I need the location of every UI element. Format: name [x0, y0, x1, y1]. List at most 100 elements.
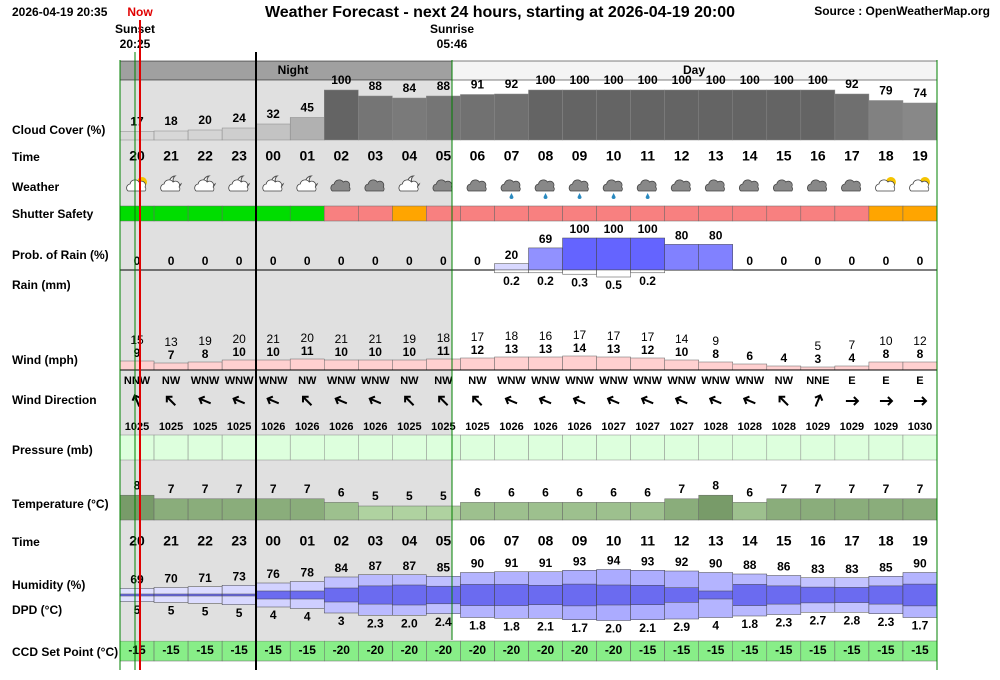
cloud-value: 88: [437, 79, 451, 93]
temperature-value: 7: [270, 482, 277, 496]
arrow-shape: [814, 394, 824, 407]
wind-speed: 10: [369, 345, 383, 359]
wind-speed: 8: [917, 347, 924, 361]
cloud-value: 100: [536, 73, 556, 87]
wind-speed: 13: [539, 342, 553, 356]
wind-direction: NNW: [124, 375, 151, 387]
wind-speed: 11: [437, 344, 450, 358]
prob-rain-value: 80: [675, 229, 689, 243]
wind-direction: WNW: [361, 375, 390, 387]
dpd-value: 1.7: [912, 619, 929, 633]
hour: 13: [708, 148, 724, 164]
ccd-value: -15: [673, 643, 691, 657]
pressure-value: 1028: [772, 421, 796, 433]
weather-icon: [194, 175, 217, 192]
dpd-bar: [255, 590, 291, 600]
humidity-value: 76: [267, 567, 281, 581]
wind-speed: 14: [573, 341, 587, 355]
hour: 08: [538, 148, 554, 164]
cloud-bar: [494, 93, 529, 141]
humidity-value: 88: [743, 558, 757, 572]
humidity-value: 94: [607, 554, 621, 568]
pressure-cell: [528, 434, 563, 461]
temperature-value: 7: [849, 482, 856, 496]
hour: 10: [606, 533, 622, 549]
wind-bar: [324, 359, 359, 371]
prob-rain-value: 0: [440, 254, 447, 268]
prob-rain-value: 69: [539, 232, 553, 246]
humidity-value: 87: [369, 559, 383, 573]
rain-value: 0.2: [503, 274, 520, 288]
cloud-bar: [664, 89, 699, 141]
wind-direction: NW: [434, 375, 453, 387]
pressure-cell: [187, 434, 223, 461]
cloud: [262, 179, 283, 192]
shutter-cell: [221, 205, 257, 222]
wind-arrow: [778, 395, 789, 406]
prob-rain-bar: [698, 244, 733, 271]
humidity-value: 73: [232, 569, 246, 583]
prob-rain-value: 0: [849, 254, 856, 268]
rain-drop: [543, 193, 548, 199]
humidity-value: 71: [198, 571, 212, 585]
temperature-value: 6: [338, 486, 345, 500]
rain-value: 0.2: [537, 274, 554, 288]
wind-direction: WNW: [667, 375, 696, 387]
dpd-value: 2.1: [639, 621, 656, 635]
temperature-bar: [255, 498, 291, 521]
humidity-value: 93: [641, 554, 655, 568]
wind-direction: WNW: [225, 375, 254, 387]
temperature-value: 8: [712, 478, 719, 492]
shutter-cell: [800, 205, 836, 222]
hour: 21: [163, 533, 179, 549]
cloud-value: 79: [879, 84, 893, 98]
hour: 19: [912, 148, 928, 164]
wind-direction: NNE: [806, 375, 829, 387]
dpd-value: 2.0: [401, 616, 418, 630]
wind-gust: 16: [539, 329, 553, 343]
cloud: [670, 179, 691, 192]
rain-value: 0.5: [605, 278, 622, 292]
wind-gust: 19: [403, 332, 417, 346]
temperature-bar: [358, 505, 393, 521]
cloud-bar: [392, 97, 427, 141]
temperature-value: 5: [372, 489, 379, 503]
hour: 20: [129, 148, 145, 164]
prob-rain-bar: [596, 237, 631, 271]
cloud: [296, 179, 317, 192]
shutter-cell: [562, 205, 597, 222]
pressure-value: 1025: [431, 421, 455, 433]
humidity-value: 93: [573, 554, 587, 568]
wind-gust: 21: [335, 332, 349, 346]
weather-icon: [807, 179, 828, 192]
dpd-value: 2.3: [775, 616, 792, 630]
hour: 07: [504, 148, 520, 164]
wind-arrow: [334, 395, 348, 405]
prob-rain-bar: [528, 247, 563, 271]
hour: 13: [708, 533, 724, 549]
wind-arrow: [606, 395, 620, 405]
pressure-value: 1027: [635, 421, 659, 433]
wind-speed: 10: [232, 345, 246, 359]
dpd-bar: [494, 584, 529, 606]
pressure-value: 1028: [738, 421, 762, 433]
wind-gust: 9: [712, 334, 719, 348]
dpd-bar: [221, 593, 257, 597]
wind-arrow: [266, 395, 280, 405]
hour: 01: [299, 533, 315, 549]
ccd-value: -20: [537, 643, 555, 657]
wind-direction: WNW: [599, 375, 628, 387]
prob-rain-value: 20: [505, 248, 519, 262]
temperature-value: 6: [542, 486, 549, 500]
cloud-bar: [732, 89, 768, 141]
pressure-value: 1026: [295, 421, 319, 433]
wind-gust: 17: [641, 330, 655, 344]
pressure-cell: [630, 434, 665, 461]
pressure-cell: [426, 434, 461, 461]
wind-gust: 20: [232, 332, 246, 346]
weather-icon: [500, 179, 521, 199]
wind-bar: [494, 356, 529, 371]
wind-bar: [221, 359, 257, 371]
wind-speed: 9: [134, 346, 141, 360]
prob-rain-value: 0: [474, 254, 481, 268]
